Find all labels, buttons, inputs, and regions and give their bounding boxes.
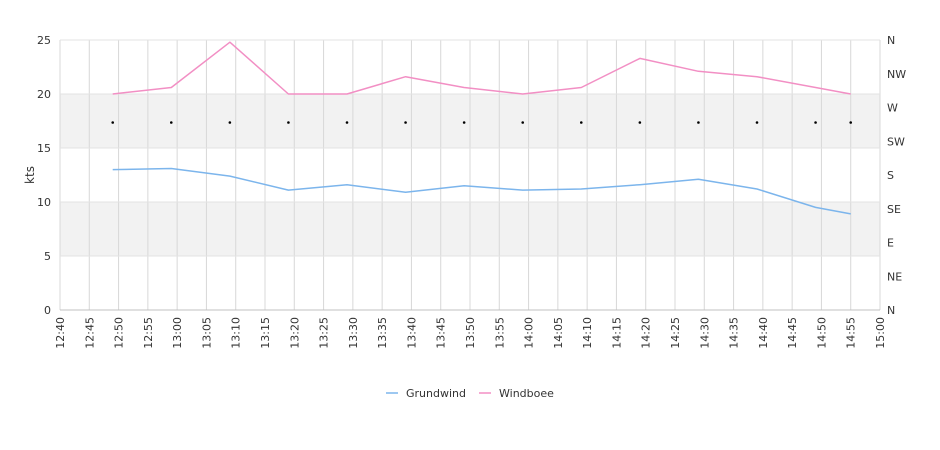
direction-marker: [111, 121, 115, 124]
legend: Grundwind Windboee: [386, 387, 554, 400]
y2-tick-label: SW: [887, 135, 905, 148]
x-tick-label: 14:45: [786, 317, 799, 349]
x-tick-label: 15:00: [874, 317, 887, 349]
x-tick-label: 14:05: [552, 317, 565, 349]
y2-axis-labels: N NE E SE S SW W NW N: [887, 34, 906, 317]
direction-marker: [849, 121, 853, 124]
x-axis-labels: 12:40 12:45 12:50 12:55 13:00 13:05 13:10 13:15…: [54, 317, 887, 349]
y2-tick-label: E: [887, 237, 894, 250]
y-tick-label: 25: [37, 34, 51, 47]
direction-markers: [111, 121, 853, 124]
direction-marker: [228, 121, 232, 124]
legend-label-grundwind: Grundwind: [406, 387, 466, 400]
vertical-grid: [59, 40, 881, 310]
x-tick-label: 13:25: [318, 317, 331, 349]
x-tick-label: 13:35: [376, 317, 389, 349]
x-tick-label: 12:50: [113, 317, 126, 349]
direction-marker: [345, 121, 349, 124]
x-tick-label: 14:00: [523, 317, 536, 349]
x-tick-label: 14:50: [815, 317, 828, 349]
x-tick-label: 13:15: [259, 317, 272, 349]
horizontal-grid: [60, 39, 880, 311]
y2-tick-label: W: [887, 102, 898, 115]
y-axis-title: kts: [23, 166, 37, 184]
direction-marker: [521, 121, 525, 124]
x-tick-label: 14:35: [728, 317, 741, 349]
direction-marker: [814, 121, 817, 124]
y-tick-label: 0: [44, 304, 51, 317]
x-tick-label: 13:00: [171, 317, 184, 349]
y2-tick-label: N: [887, 304, 895, 317]
x-tick-label: 14:25: [669, 317, 682, 349]
x-tick-label: 14:15: [610, 317, 623, 349]
direction-marker: [404, 121, 407, 124]
direction-marker: [287, 121, 290, 124]
x-tick-label: 12:40: [54, 317, 67, 349]
y2-tick-label: NW: [887, 68, 906, 81]
x-tick-label: 13:40: [405, 317, 418, 349]
x-tick-label: 13:30: [347, 317, 360, 349]
direction-marker: [169, 121, 173, 124]
x-tick-label: 12:55: [142, 317, 155, 349]
y-tick-label: 20: [37, 88, 51, 101]
direction-marker: [697, 121, 700, 124]
direction-marker: [755, 121, 759, 124]
x-tick-label: 13:45: [435, 317, 448, 349]
x-tick-label: 13:55: [493, 317, 506, 349]
y2-tick-label: N: [887, 34, 895, 47]
x-tick-label: 14:55: [845, 317, 858, 349]
direction-marker: [638, 121, 642, 124]
x-tick-label: 12:45: [83, 317, 96, 349]
direction-marker: [579, 121, 583, 124]
x-tick-label: 14:10: [581, 317, 594, 349]
x-tick-label: 14:30: [698, 317, 711, 349]
x-tick-label: 13:10: [230, 317, 243, 349]
series-layer: [112, 41, 851, 215]
y2-tick-label: SE: [887, 203, 901, 216]
series-line-grundwind: [112, 167, 851, 215]
direction-marker: [462, 121, 466, 124]
x-tick-label: 13:50: [464, 317, 477, 349]
y2-tick-label: NE: [887, 270, 902, 283]
x-tick-label: 13:20: [288, 317, 301, 349]
y-tick-label: 10: [37, 196, 51, 209]
x-tick-label: 14:40: [757, 317, 770, 349]
series-line-windboee: [112, 41, 851, 95]
x-tick-label: 14:20: [640, 317, 653, 349]
y-axis-labels: 0 5 10 15 20 25: [37, 34, 51, 317]
y-tick-label: 15: [37, 142, 51, 155]
legend-label-windboee: Windboee: [499, 387, 554, 400]
y2-tick-label: S: [887, 169, 894, 182]
x-tick-label: 13:05: [200, 317, 213, 349]
y-tick-label: 5: [44, 250, 51, 263]
